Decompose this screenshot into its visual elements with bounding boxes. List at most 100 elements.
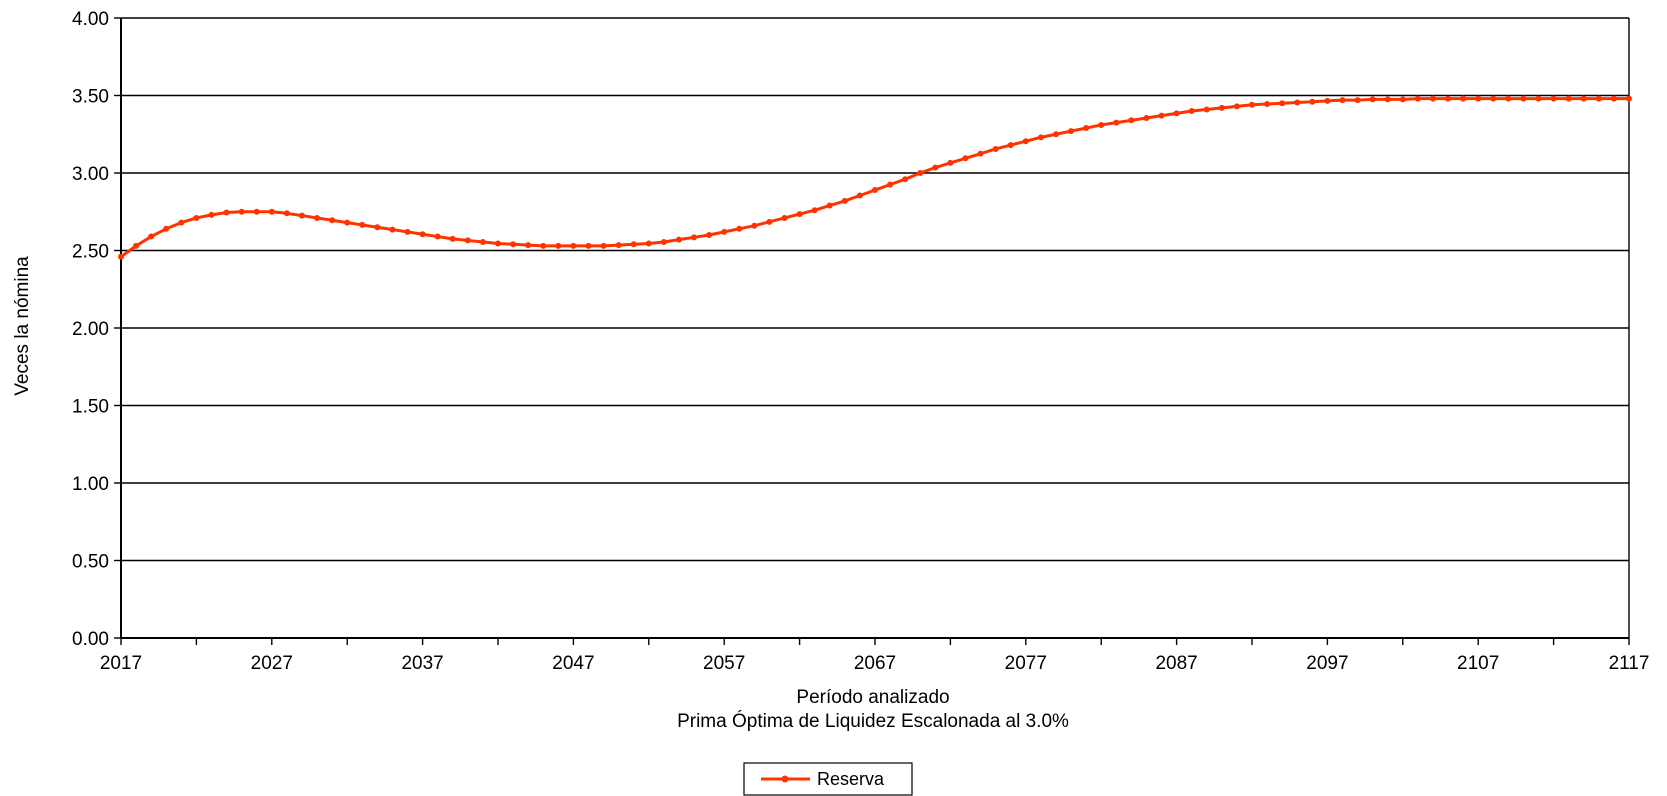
data-point-2051 bbox=[630, 241, 637, 248]
data-point-2079 bbox=[1052, 131, 1059, 138]
data-point-2065 bbox=[841, 197, 848, 204]
y-tick-label-6: 3.00 bbox=[72, 164, 109, 185]
x-tick-label-1: 2027 bbox=[251, 653, 293, 674]
data-point-2084 bbox=[1128, 117, 1135, 124]
data-point-2103 bbox=[1414, 95, 1421, 102]
y-tick-label-1: 0.50 bbox=[72, 552, 109, 573]
data-point-2116 bbox=[1610, 95, 1617, 102]
y-axis-tick-labels: 0.00 0.50 1.00 1.50 2.00 2.50 3.00 3.50 4.00 bbox=[72, 9, 109, 650]
y-tick-label-4: 2.00 bbox=[72, 319, 109, 340]
data-point-2111 bbox=[1535, 95, 1542, 102]
data-point-2026 bbox=[253, 208, 260, 215]
data-point-2109 bbox=[1505, 95, 1512, 102]
data-point-2088 bbox=[1188, 108, 1195, 114]
data-point-2066 bbox=[856, 192, 863, 199]
data-point-2078 bbox=[1037, 134, 1044, 141]
data-point-2018 bbox=[133, 242, 140, 249]
data-point-2067 bbox=[872, 187, 878, 194]
chart-subtitle: Prima Óptima de Liquidez Escalonada al 3… bbox=[677, 710, 1069, 732]
data-point-2053 bbox=[660, 238, 667, 245]
data-point-2095 bbox=[1294, 99, 1301, 106]
x-tick-label-8: 2097 bbox=[1306, 653, 1348, 674]
data-point-2032 bbox=[344, 219, 351, 226]
data-point-2038 bbox=[434, 233, 441, 240]
data-point-2049 bbox=[600, 242, 607, 249]
y-axis-title: Veces la nómina bbox=[12, 256, 33, 396]
y-tick-label-7: 3.50 bbox=[72, 87, 109, 108]
y-tick-label-5: 2.50 bbox=[72, 242, 109, 263]
data-point-2068 bbox=[887, 181, 894, 188]
data-point-2036 bbox=[404, 228, 411, 235]
data-point-2046 bbox=[555, 242, 562, 249]
data-point-2076 bbox=[1007, 142, 1014, 149]
data-point-2077 bbox=[1022, 138, 1029, 145]
x-tick-label-3: 2047 bbox=[552, 653, 594, 674]
data-point-2034 bbox=[374, 224, 381, 231]
data-point-2031 bbox=[329, 217, 336, 224]
data-point-2115 bbox=[1595, 95, 1602, 102]
data-point-2089 bbox=[1203, 106, 1210, 113]
data-point-2045 bbox=[540, 242, 547, 249]
data-point-2073 bbox=[962, 155, 969, 162]
x-tick-label-10: 2117 bbox=[1609, 653, 1650, 674]
data-point-2047 bbox=[570, 242, 577, 249]
legend-label-reserva: Reserva bbox=[817, 769, 885, 789]
data-point-2090 bbox=[1218, 104, 1225, 111]
data-point-2022 bbox=[193, 214, 200, 221]
data-point-2112 bbox=[1550, 95, 1557, 102]
data-point-2059 bbox=[751, 222, 758, 229]
data-point-2054 bbox=[675, 236, 682, 243]
data-point-2075 bbox=[992, 145, 999, 152]
data-point-2098 bbox=[1339, 97, 1346, 104]
data-point-2063 bbox=[811, 207, 818, 214]
data-point-2061 bbox=[781, 214, 788, 221]
y-tick-label-0: 0.00 bbox=[72, 629, 109, 650]
data-point-2070 bbox=[917, 170, 924, 176]
data-point-2040 bbox=[464, 237, 471, 244]
data-point-2042 bbox=[495, 240, 501, 247]
x-tick-label-4: 2057 bbox=[703, 653, 745, 674]
data-point-2100 bbox=[1369, 96, 1376, 103]
y-tick-label-3: 1.50 bbox=[72, 397, 109, 418]
data-point-2050 bbox=[615, 242, 622, 249]
x-tick-label-5: 2067 bbox=[854, 653, 896, 674]
x-tick-label-0: 2017 bbox=[100, 653, 142, 674]
data-point-2037 bbox=[419, 231, 426, 238]
data-point-2033 bbox=[359, 221, 366, 228]
data-point-2041 bbox=[479, 238, 486, 245]
data-point-2097 bbox=[1324, 97, 1331, 104]
data-point-2060 bbox=[766, 218, 773, 225]
data-point-2025 bbox=[238, 208, 245, 215]
data-point-2107 bbox=[1475, 95, 1482, 102]
data-point-2027 bbox=[268, 208, 275, 215]
gridlines bbox=[114, 17, 1630, 639]
data-point-2080 bbox=[1068, 128, 1075, 135]
data-point-2081 bbox=[1083, 125, 1090, 132]
data-point-2019 bbox=[148, 233, 155, 240]
data-point-2087 bbox=[1173, 110, 1180, 117]
data-point-2104 bbox=[1429, 95, 1436, 102]
data-point-2058 bbox=[736, 225, 743, 232]
data-point-2048 bbox=[585, 242, 592, 249]
data-point-2057 bbox=[721, 228, 728, 235]
data-point-2029 bbox=[298, 212, 305, 219]
series-line-0 bbox=[120, 97, 1629, 258]
data-point-2071 bbox=[932, 164, 939, 171]
data-point-2086 bbox=[1158, 112, 1165, 119]
data-point-2028 bbox=[283, 210, 290, 217]
x-axis-title: Período analizado bbox=[796, 687, 949, 708]
x-axis-ticks: 2017 2027 2037 2047 2057 2067 2077 2087 2097 2107… bbox=[100, 638, 1650, 674]
data-point-2108 bbox=[1490, 95, 1497, 102]
data-point-2030 bbox=[314, 214, 321, 221]
data-point-2093 bbox=[1264, 101, 1271, 108]
data-point-2102 bbox=[1399, 96, 1406, 103]
data-point-2096 bbox=[1309, 98, 1316, 105]
legend: Reserva bbox=[743, 762, 913, 796]
data-point-2044 bbox=[525, 242, 532, 249]
data-point-2020 bbox=[163, 225, 170, 232]
data-point-2035 bbox=[389, 226, 396, 233]
data-point-2017 bbox=[118, 253, 124, 260]
x-tick-label-6: 2077 bbox=[1005, 653, 1047, 674]
data-point-2082 bbox=[1098, 121, 1105, 128]
